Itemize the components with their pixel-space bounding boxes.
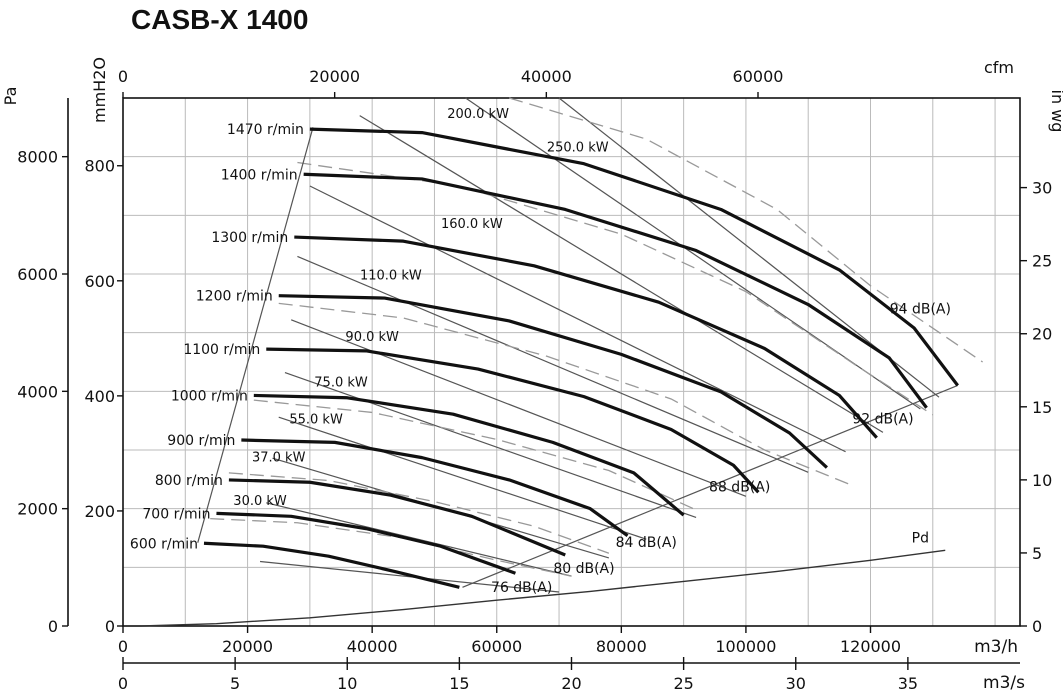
power-label: 250.0 kW (547, 140, 609, 155)
mm-tick-label: 600 (84, 272, 115, 291)
sound-line (509, 97, 983, 363)
sound-label: 92 dB(A) (852, 412, 913, 428)
speed-label: 900 r/min (167, 433, 235, 449)
speed-label: 800 r/min (155, 473, 223, 489)
power-label: 160.0 kW (441, 217, 503, 232)
x2-tick-label: 0 (118, 674, 128, 691)
plot-frame (122, 97, 1021, 627)
x-tick-label: 60000 (471, 637, 522, 656)
speed-label: 1400 r/min (221, 167, 298, 183)
sound-label: 76 dB(A) (491, 580, 552, 596)
mm-tick-label: 800 (84, 157, 115, 176)
inwg-tick-label: 20 (1032, 325, 1052, 344)
x2-tick-label: 15 (449, 674, 469, 691)
power-line (278, 416, 647, 540)
speed-curve (203, 541, 460, 589)
sound-line (278, 302, 853, 486)
speed-curve (309, 127, 959, 387)
top-tick-label: 60000 (733, 67, 784, 86)
power-line (284, 371, 697, 519)
speed-label: 1470 r/min (227, 122, 304, 138)
speed-label: 1100 r/min (183, 342, 260, 358)
pd-label: Pd (912, 531, 929, 547)
speed-curve (303, 172, 928, 409)
speed-curve (241, 438, 629, 537)
top-tick-label: 40000 (521, 67, 572, 86)
speed-curve (278, 294, 828, 469)
power-line (309, 185, 846, 453)
power-line (297, 255, 809, 473)
speed-label: 1000 r/min (171, 388, 248, 404)
y-axis-label-mmh2o: mmH2O (90, 57, 109, 123)
power-label: 55.0 kW (289, 413, 343, 428)
power-label: 90.0 kW (345, 330, 399, 345)
speed-label: 700 r/min (142, 506, 210, 522)
envelope-right (462, 384, 958, 588)
pa-tick-label: 8000 (17, 148, 58, 167)
speed-curve (266, 347, 760, 494)
x-axis-label-m3h: m3/h (974, 637, 1018, 657)
sound-label: 88 dB(A) (709, 480, 770, 496)
top-tick-label: 20000 (309, 67, 360, 86)
pa-tick-label: 0 (48, 617, 58, 636)
power-label: 110.0 kW (360, 268, 422, 283)
speed-curve (253, 393, 685, 517)
x-tick-label: 120000 (840, 637, 901, 656)
sound-line (228, 472, 610, 554)
x2-tick-label: 30 (786, 674, 806, 691)
inwg-tick-label: 0 (1032, 617, 1042, 636)
top-tick-label: 0 (118, 67, 128, 86)
mm-tick-label: 400 (84, 387, 115, 406)
chart-title: CASB-X 1400 (131, 4, 309, 35)
speed-label: 1300 r/min (211, 230, 288, 246)
speed-curve (216, 511, 516, 575)
pd-curve (141, 549, 946, 627)
x2-tick-label: 10 (337, 674, 357, 691)
x-tick-label: 40000 (347, 637, 398, 656)
x-tick-label: 20000 (222, 637, 273, 656)
pa-tick-label: 2000 (17, 500, 58, 519)
x-axis-label-m3s: m3/s (983, 673, 1025, 691)
inwg-tick-label: 5 (1032, 544, 1042, 563)
x2-tick-label: 5 (230, 674, 240, 691)
speed-label: 1200 r/min (196, 289, 273, 305)
sound-label: 94 dB(A) (890, 301, 951, 317)
power-line (290, 319, 747, 497)
inwg-tick-label: 15 (1032, 398, 1052, 417)
inwg-tick-label: 25 (1032, 252, 1052, 271)
x-tick-label: 80000 (596, 637, 647, 656)
envelope-left (197, 127, 314, 543)
pa-tick-label: 6000 (17, 265, 58, 284)
y-axis-label-inwg: in wg (1048, 90, 1063, 133)
sound-label: 84 dB(A) (616, 535, 677, 551)
power-line (359, 115, 884, 433)
x2-tick-label: 35 (898, 674, 918, 691)
speed-label: 600 r/min (130, 536, 198, 552)
x2-tick-label: 20 (561, 674, 581, 691)
power-label: 200.0 kW (447, 107, 509, 122)
inwg-tick-label: 10 (1032, 471, 1052, 490)
mm-tick-label: 200 (84, 502, 115, 521)
x-tick-label: 100000 (715, 637, 776, 656)
inwg-tick-label: 30 (1032, 179, 1052, 198)
power-label: 75.0 kW (314, 376, 368, 391)
power-label: 37.0 kW (252, 451, 306, 466)
x-tick-label: 0 (118, 637, 128, 656)
sound-label: 80 dB(A) (553, 561, 614, 577)
speed-curve (294, 235, 878, 439)
power-label: 30.0 kW (233, 494, 287, 509)
speed-curve (228, 478, 566, 557)
x2-tick-label: 25 (673, 674, 693, 691)
pa-tick-label: 4000 (17, 382, 58, 401)
top-axis-label-cfm: cfm (984, 58, 1014, 77)
y-axis-label-pa: Pa (1, 87, 20, 106)
mm-tick-label: 0 (105, 617, 115, 636)
